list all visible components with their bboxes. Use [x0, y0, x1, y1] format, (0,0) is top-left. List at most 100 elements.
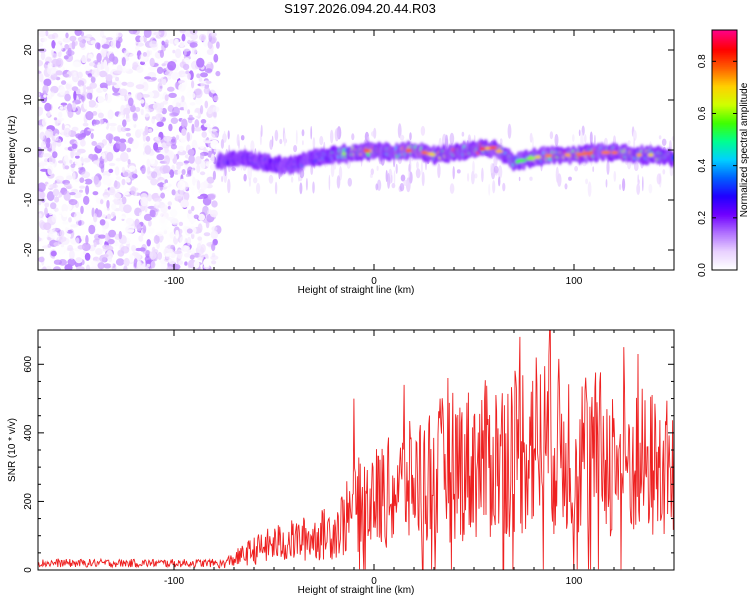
noise-blob [107, 238, 115, 245]
colorbar-segment [712, 258, 737, 261]
noise-blob [103, 194, 109, 200]
colorbar-segment [712, 34, 737, 37]
noise-blob [197, 242, 202, 250]
noise-blob [62, 210, 68, 218]
signal-halo-blob [473, 134, 476, 142]
signal-halo-blob [488, 183, 491, 196]
colorbar-frame [711, 29, 738, 271]
noise-blob [174, 48, 182, 59]
noise-blob [71, 188, 79, 193]
signal-peak [611, 151, 619, 155]
noise-blob [167, 86, 175, 92]
noise-blob [203, 38, 208, 48]
noise-blob [216, 41, 220, 49]
noise-blob [52, 151, 58, 159]
noise-blob [193, 214, 199, 220]
signal-halo-blob [564, 183, 568, 190]
noise-blob [186, 92, 196, 99]
noise-blob [136, 65, 144, 74]
noise-blob [101, 152, 106, 160]
signal-halo-blob [319, 135, 324, 146]
signal-halo-blob [452, 166, 455, 180]
noise-blob [50, 202, 57, 210]
colorbar-segment [712, 226, 737, 229]
noise-blob [122, 119, 127, 127]
noise-blob [38, 182, 46, 192]
noise-blob [57, 111, 63, 118]
noise-blob [66, 103, 73, 112]
noise-blob [99, 30, 105, 38]
colorbar-segment [712, 36, 737, 39]
signal-halo-blob [572, 134, 575, 142]
noise-blob [82, 91, 88, 96]
noise-blob [156, 231, 164, 237]
noise-blob [198, 34, 207, 41]
noise-blob [103, 59, 108, 69]
noise-blob [160, 192, 166, 199]
noise-blob [135, 84, 145, 90]
noise-blob [103, 122, 107, 128]
snr-x-tick-label: -100 [164, 576, 184, 587]
noise-blob [203, 123, 211, 128]
noise-blob [170, 244, 176, 250]
noise-blob [86, 86, 92, 90]
signal-halo-blob [400, 174, 406, 182]
noise-blob [206, 48, 214, 56]
noise-blob [136, 223, 142, 232]
signal-halo-blob [554, 133, 559, 147]
noise-blob [147, 193, 153, 202]
noise-blob [188, 114, 193, 119]
colorbar-segment [712, 192, 737, 195]
noise-blob [149, 251, 157, 260]
signal-halo-blob [301, 129, 305, 137]
signal-halo-blob [605, 179, 608, 188]
noise-blob [150, 30, 156, 37]
noise-blob [65, 32, 69, 39]
signal-halo-blob [481, 167, 484, 183]
colorbar-segment [712, 206, 737, 209]
signal-halo-blob [305, 178, 308, 191]
noise-blob [93, 213, 98, 223]
signal-halo-blob [253, 177, 258, 184]
noise-blob [92, 191, 99, 196]
noise-blob [153, 197, 162, 203]
signal-halo-blob [594, 134, 596, 148]
noise-blob [164, 94, 169, 102]
noise-blob [164, 155, 171, 165]
colorbar-segment [712, 180, 737, 183]
noise-blob [215, 70, 221, 77]
noise-blob [129, 253, 134, 262]
noise-blob [200, 152, 205, 160]
colorbar-segment [712, 82, 737, 85]
colorbar-segment [712, 244, 737, 247]
noise-blob [55, 175, 64, 182]
noise-blob [128, 165, 136, 172]
snr-axes: -100 0 100 0 200 400 600 [23, 329, 675, 587]
noise-blob [113, 181, 121, 190]
colorbar-segment [712, 70, 737, 73]
noise-blob [173, 250, 182, 255]
noise-blob [57, 236, 67, 243]
noise-blob [148, 66, 156, 71]
noise-blob [88, 153, 95, 160]
noise-blob [65, 50, 75, 56]
noise-blob [139, 36, 144, 42]
noise-blob [91, 260, 99, 267]
signal-halo-blob [498, 176, 501, 187]
noise-blob [194, 88, 203, 99]
noise-blob [207, 107, 213, 115]
noise-blob [61, 203, 68, 213]
noise-blob [46, 191, 55, 202]
colorbar-segment [712, 80, 737, 83]
colorbar-segment [712, 30, 737, 33]
noise-blob [169, 231, 175, 239]
noise-blob [39, 131, 46, 141]
colorbar-segment [712, 90, 737, 93]
noise-blob [54, 133, 59, 142]
noise-blob [84, 37, 91, 42]
noise-blob [118, 142, 127, 152]
noise-blob [123, 204, 132, 214]
noise-blob [184, 252, 191, 258]
snr-y-tick-label: 0 [23, 567, 34, 573]
noise-blob [47, 62, 53, 69]
